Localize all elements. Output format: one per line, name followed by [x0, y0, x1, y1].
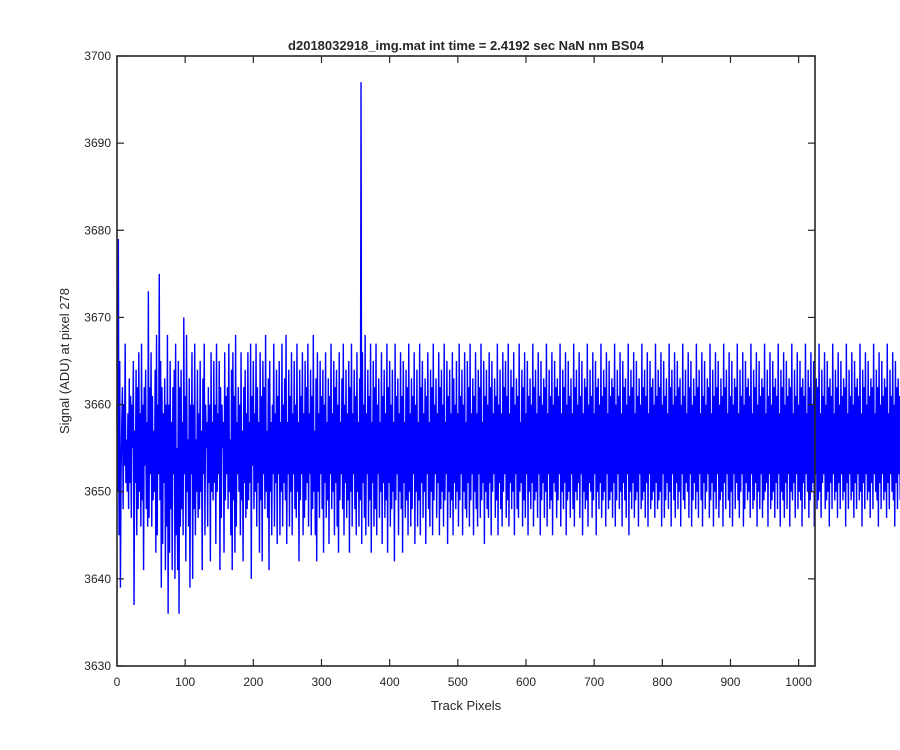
x-tick-label: 1000 [785, 675, 812, 689]
y-tick-label: 3640 [84, 572, 111, 586]
x-axis-label: Track Pixels [431, 698, 502, 713]
y-tick-label: 3660 [84, 398, 111, 412]
x-tick-label: 900 [720, 675, 740, 689]
x-tick-label: 800 [652, 675, 672, 689]
chart-title: d2018032918_img.mat int time = 2.4192 se… [288, 38, 645, 53]
x-tick-label: 500 [448, 675, 468, 689]
y-axis-label: Signal (ADU) at pixel 278 [57, 288, 72, 434]
series-layer [116, 82, 900, 614]
y-tick-label: 3700 [84, 49, 111, 63]
x-tick-label: 200 [243, 675, 263, 689]
y-tick-label: 3670 [84, 310, 111, 324]
y-tick-label: 3630 [84, 659, 111, 673]
y-tick-label: 3690 [84, 136, 111, 150]
x-tick-label: 700 [584, 675, 604, 689]
x-tick-label: 0 [114, 675, 121, 689]
x-tick-label: 600 [516, 675, 536, 689]
y-tick-label: 3680 [84, 223, 111, 237]
y-tick-label: 3650 [84, 485, 111, 499]
series-line-0 [116, 82, 900, 614]
x-tick-label: 100 [175, 675, 195, 689]
x-tick-label: 400 [380, 675, 400, 689]
axes: 0 100 200 300 400 500 600 700 800 900 1000 3630 3640… [84, 49, 816, 689]
x-tick-label: 300 [311, 675, 331, 689]
axes-box [116, 55, 816, 667]
